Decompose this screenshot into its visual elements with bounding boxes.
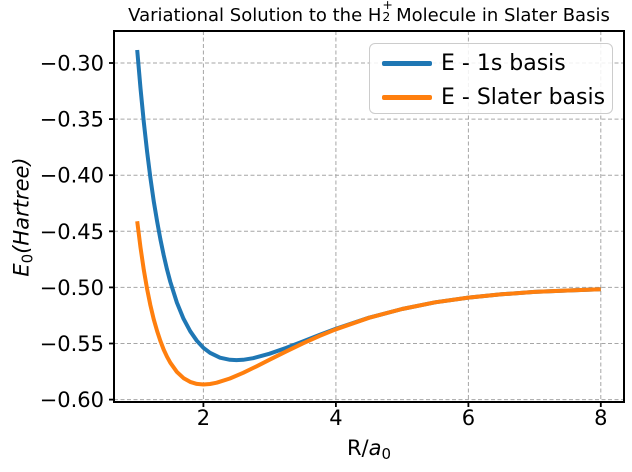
x-axis-label-sub: 0 (381, 445, 392, 463)
x-axis-label: R/a0 (114, 436, 624, 463)
legend-swatch-1s-basis (382, 60, 432, 66)
legend: E - 1s basis E - Slater basis (369, 43, 613, 114)
y-tick-label: −0.30 (40, 52, 104, 76)
y-axis-label-sub: 0 (19, 253, 37, 264)
y-tick-label: −0.35 (40, 108, 104, 132)
formula-superscript: + (382, 0, 393, 12)
y-tick-label: −0.50 (40, 276, 104, 300)
x-tick-label: 6 (462, 406, 475, 430)
x-tick-label: 8 (594, 406, 607, 430)
legend-entry-1s-basis: E - 1s basis (382, 46, 612, 80)
chart-title-prefix: Variational Solution to the H (128, 5, 382, 26)
axes-spines (113, 30, 625, 403)
legend-label-1s-basis: E - 1s basis (441, 50, 566, 76)
legend-label-slater-basis: E - Slater basis (441, 84, 606, 110)
y-axis-label-rest: (Hartree) (10, 157, 34, 254)
y-tick-label: −0.40 (40, 164, 104, 188)
y-tick-label: −0.60 (40, 388, 104, 412)
y-tick-label: −0.45 (40, 220, 104, 244)
curve-e-slater-basis (135, 220, 601, 387)
x-tick-label: 2 (197, 406, 210, 430)
formula-subscript: 2 (382, 9, 391, 24)
chart-title: Variational Solution to the H +2 Molecule… (114, 0, 624, 26)
legend-entry-slater-basis: E - Slater basis (382, 80, 612, 114)
x-tick-label: 4 (329, 406, 342, 430)
legend-swatch-slater-basis (382, 94, 432, 100)
y-axis-label-var: E (10, 263, 34, 277)
formula-subsup: +2 (381, 0, 393, 24)
x-axis-label-var: a (368, 436, 382, 460)
x-axis-label-base: R/ (346, 436, 369, 460)
chart-title-suffix: Molecule in Slater Basis (390, 5, 610, 26)
y-tick-label: −0.55 (40, 332, 104, 356)
